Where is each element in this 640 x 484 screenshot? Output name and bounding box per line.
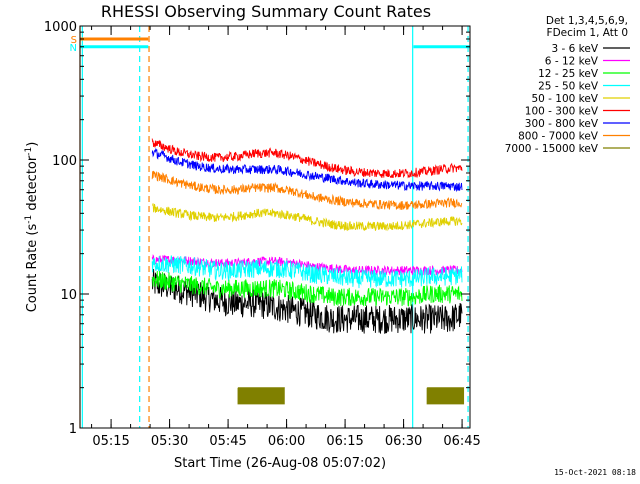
flag-label-n: N [70,43,77,54]
legend-label-3-6-kev: 3 - 6 keV [551,43,598,55]
y-axis-label-part-0: Count Rate (s [25,224,40,313]
series-25-50-kev [151,255,463,289]
series-800-7000-kev [151,170,463,211]
series-12-25-kev [151,270,463,307]
series-3-6-kev [151,268,463,334]
x-tick-label-06:30: 06:30 [385,434,422,449]
legend-label-6-12-kev: 6 - 12 keV [545,56,599,68]
y-tick-label-100: 100 [52,154,77,169]
x-axis-label: Start Time (26-Aug-08 05:07:02) [174,456,386,471]
series-7000-15000-kev-part-0 [237,387,285,405]
y-axis-label-part-2: detector [25,155,40,215]
flag-label-s: S [71,35,77,46]
y-axis-label-part-4: ) [25,142,40,147]
y-tick-label-1: 1 [69,422,77,437]
x-tick-label-05:15: 05:15 [92,434,129,449]
footer-timestamp: 15-Oct-2021 08:18 [554,468,636,477]
legend-label-50-100-kev: 50 - 100 keV [531,93,598,105]
x-tick-label-06:00: 06:00 [268,434,305,449]
x-tick-label-05:45: 05:45 [209,434,246,449]
series-50-100-kev [152,203,463,232]
series-300-800-kev [151,147,463,193]
plot-frame [79,25,471,429]
x-tick-label-06:15: 06:15 [326,434,363,449]
series-6-12-kev [151,254,463,277]
chart-title: RHESSI Observing Summary Count Rates [101,2,431,21]
y-axis-label-part-1: -1 [24,215,34,224]
legend-label-25-50-kev: 25 - 50 keV [538,81,599,93]
y-axis-label: Count Rate (s-1 detector-1) [24,142,40,313]
y-tick-label-1000: 1000 [44,20,77,35]
legend-label-12-25-kev: 12 - 25 keV [538,68,599,80]
x-tick-label-05:30: 05:30 [151,434,188,449]
x-tick-label-06:45: 06:45 [443,434,480,449]
legend-label-300-800-kev: 300 - 800 keV [525,118,599,130]
series-7000-15000-kev-part-1 [426,387,465,405]
y-tick-label-10: 10 [60,288,77,303]
legend-header-0: Det 1,3,4,5,6,9, [546,15,628,27]
series-100-300-kev [151,138,463,179]
y-axis-label-part-3: -1 [24,147,34,156]
legend-label-100-300-kev: 100 - 300 keV [525,106,599,118]
legend: Det 1,3,4,5,6,9,FDecim 1, Att 0 3 - 6 keV… [505,15,630,155]
legend-label-7000-15000-kev: 7000 - 15000 keV [505,143,599,155]
legend-label-800-7000-kev: 800 - 7000 keV [518,131,599,143]
legend-header-1: FDecim 1, Att 0 [547,27,628,39]
